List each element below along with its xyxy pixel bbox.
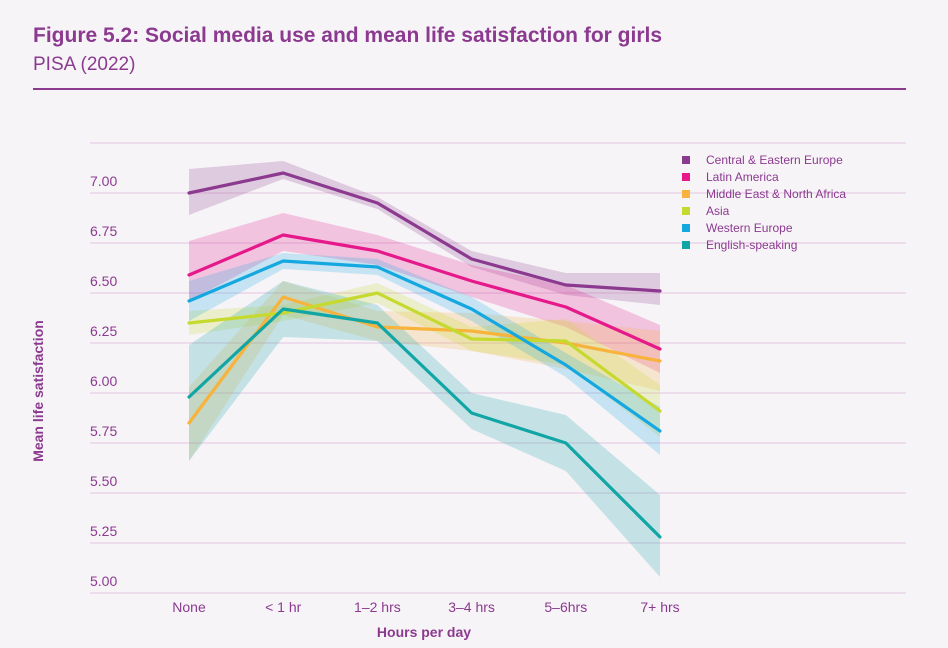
series-line bbox=[187, 233, 662, 351]
x-axis-label: Hours per day bbox=[377, 624, 471, 640]
confidence-band bbox=[189, 213, 660, 373]
y-axis-ticks: 5.00 5.25 5.50 5.75 6.00 6.25 6.50 6.75 7.00 bbox=[90, 173, 117, 589]
legend-swatch bbox=[682, 156, 690, 164]
y-tick-label: 5.25 bbox=[90, 523, 117, 539]
confidence-band bbox=[189, 161, 660, 305]
legend: Central & Eastern Europe Latin America Mid… bbox=[682, 153, 846, 252]
legend-swatch bbox=[682, 207, 690, 215]
legend-label: Western Europe bbox=[706, 221, 793, 235]
x-tick-label: 5–6hrs bbox=[544, 599, 587, 615]
series-line bbox=[187, 259, 662, 433]
series-line bbox=[187, 307, 662, 539]
x-tick-label: 3–4 hrs bbox=[448, 599, 495, 615]
confidence-band bbox=[189, 283, 660, 437]
legend-label: Latin America bbox=[706, 170, 779, 184]
title-divider bbox=[33, 88, 906, 90]
y-tick-label: 7.00 bbox=[90, 173, 117, 189]
x-axis-ticks: None < 1 hr 1–2 hrs 3–4 hrs 5–6hrs 7+ hrs bbox=[172, 599, 679, 615]
y-axis-label: Mean life satisfaction bbox=[30, 320, 46, 462]
legend-label: Middle East & North Africa bbox=[706, 187, 846, 201]
y-tick-label: 6.50 bbox=[90, 273, 117, 289]
y-tick-label: 6.25 bbox=[90, 323, 117, 339]
confidence-band bbox=[189, 281, 660, 461]
legend-swatch bbox=[682, 173, 690, 181]
y-tick-label: 5.75 bbox=[90, 423, 117, 439]
legend-swatch bbox=[682, 190, 690, 198]
series-line bbox=[187, 171, 662, 293]
y-tick-label: 5.00 bbox=[90, 573, 117, 589]
y-tick-label: 6.75 bbox=[90, 223, 117, 239]
x-tick-label: < 1 hr bbox=[265, 599, 302, 615]
y-tick-label: 6.00 bbox=[90, 373, 117, 389]
legend-label: Asia bbox=[706, 204, 730, 218]
chart-title: Figure 5.2: Social media use and mean li… bbox=[33, 24, 663, 47]
series-line bbox=[187, 295, 662, 425]
x-tick-label: None bbox=[172, 599, 206, 615]
series-line bbox=[187, 291, 662, 413]
chart-subtitle: PISA (2022) bbox=[33, 54, 136, 75]
x-tick-label: 7+ hrs bbox=[640, 599, 679, 615]
y-tick-label: 5.50 bbox=[90, 473, 117, 489]
confidence-band bbox=[189, 253, 660, 455]
legend-label: Central & Eastern Europe bbox=[706, 153, 843, 167]
series-lines bbox=[187, 171, 662, 539]
x-tick-label: 1–2 hrs bbox=[354, 599, 401, 615]
legend-swatch bbox=[682, 224, 690, 232]
confidence-bands bbox=[189, 161, 660, 577]
legend-swatch bbox=[682, 241, 690, 249]
confidence-band bbox=[189, 281, 660, 577]
legend-label: English-speaking bbox=[706, 238, 797, 252]
gridlines bbox=[90, 142, 906, 594]
